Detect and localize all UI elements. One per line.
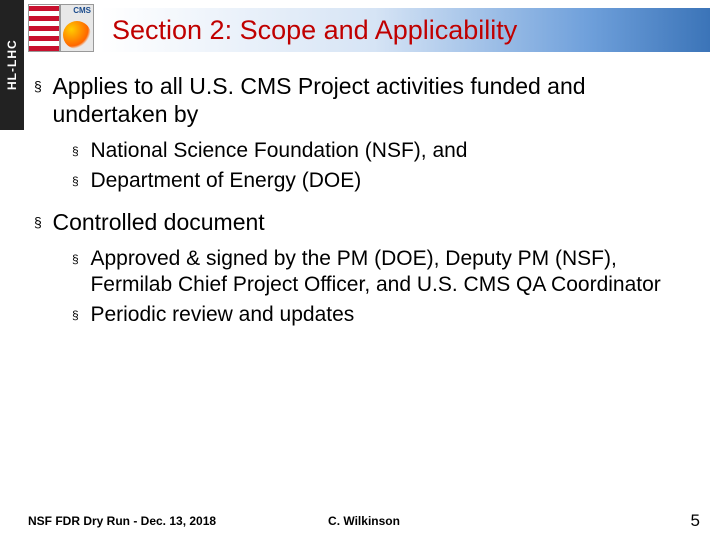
cms-logo-icon: CMS — [60, 4, 94, 52]
bullet-l2: § Periodic review and updates — [72, 302, 700, 328]
footer-left-text: NSF FDR Dry Run - Dec. 13, 2018 — [28, 514, 216, 528]
bullet-text: Applies to all U.S. CMS Project activiti… — [52, 72, 694, 128]
title-bar: Section 2: Scope and Applicability — [100, 8, 710, 52]
sub-bullet-group: § Approved & signed by the PM (DOE), Dep… — [72, 246, 700, 328]
us-flag-icon — [28, 4, 60, 52]
bullet-text: Periodic review and updates — [90, 302, 694, 328]
slide-title: Section 2: Scope and Applicability — [112, 15, 517, 46]
bullet-glyph: § — [72, 168, 86, 194]
footer-author: C. Wilkinson — [328, 514, 400, 528]
bullet-glyph: § — [34, 208, 48, 236]
bullet-text: Approved & signed by the PM (DOE), Deput… — [90, 246, 694, 298]
bullet-l1: § Applies to all U.S. CMS Project activi… — [34, 72, 700, 128]
bullet-glyph: § — [72, 246, 86, 272]
sub-bullet-group: § National Science Foundation (NSF), and… — [72, 138, 700, 194]
slide-body: § Applies to all U.S. CMS Project activi… — [28, 72, 700, 500]
bullet-glyph: § — [72, 138, 86, 164]
bullet-l1: § Controlled document — [34, 208, 700, 236]
slide-footer: NSF FDR Dry Run - Dec. 13, 2018 C. Wilki… — [28, 510, 700, 532]
bullet-text: Controlled document — [52, 208, 694, 236]
cms-logo-label: CMS — [73, 6, 91, 15]
bullet-l2: § National Science Foundation (NSF), and — [72, 138, 700, 164]
bullet-l2: § Department of Energy (DOE) — [72, 168, 700, 194]
bullet-text: National Science Foundation (NSF), and — [90, 138, 694, 164]
page-number: 5 — [691, 511, 700, 531]
project-logo: CMS — [28, 4, 96, 52]
bullet-glyph: § — [34, 72, 48, 100]
slide-header: CMS Section 2: Scope and Applicability — [0, 0, 720, 60]
bullet-text: Department of Energy (DOE) — [90, 168, 694, 194]
cms-swoosh-icon — [63, 21, 91, 49]
bullet-glyph: § — [72, 302, 86, 328]
bullet-l2: § Approved & signed by the PM (DOE), Dep… — [72, 246, 700, 298]
